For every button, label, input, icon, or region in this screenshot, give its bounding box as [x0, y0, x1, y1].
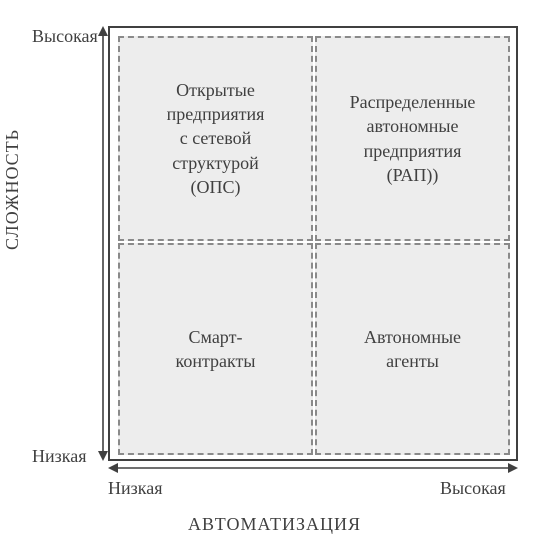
y-axis-title: СЛОЖНОСТЬ	[2, 129, 23, 250]
x-axis-low-label: Низкая	[108, 478, 162, 499]
y-axis-arrow	[98, 26, 108, 461]
quadrant-bottom-right-label: Автономные агенты	[364, 325, 461, 374]
y-axis-low-label: Низкая	[32, 446, 86, 467]
quadrant-bottom-right: Автономные агенты	[315, 243, 510, 455]
x-axis-arrow	[108, 462, 518, 474]
x-axis-high-label: Высокая	[440, 478, 506, 499]
quadrant-top-left-label: Открытые предприятия с сетевой структуро…	[167, 78, 265, 199]
quadrant-top-right-label: Распределенные автономные предприятия (Р…	[350, 90, 476, 187]
quadrant-top-left: Открытые предприятия с сетевой структуро…	[118, 36, 313, 241]
y-axis-high-label: Высокая	[32, 26, 98, 47]
quadrant-top-right: Распределенные автономные предприятия (Р…	[315, 36, 510, 241]
quadrant-diagram: СЛОЖНОСТЬ Высокая Низкая Открытые предпр…	[0, 0, 549, 546]
x-axis-title: АВТОМАТИЗАЦИЯ	[0, 514, 549, 535]
plot-frame: Открытые предприятия с сетевой структуро…	[108, 26, 518, 461]
quadrant-bottom-left: Смарт- контракты	[118, 243, 313, 455]
quadrant-bottom-left-label: Смарт- контракты	[175, 325, 255, 374]
